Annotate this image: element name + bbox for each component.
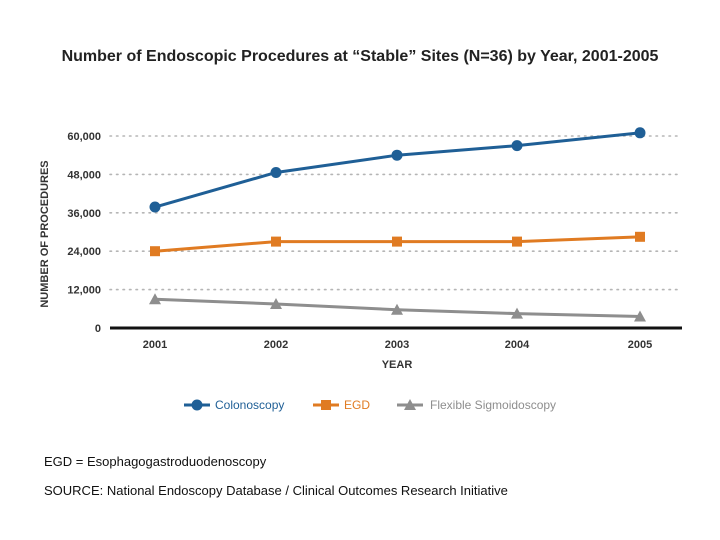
colonoscopy-point [391,149,403,161]
colonoscopy-point [270,166,282,178]
x-tick-label: 2005 [628,339,652,351]
y-tick-label: 12,000 [67,285,101,297]
egd-point [392,236,402,247]
egd-point [150,246,160,257]
x-tick-label: 2001 [143,339,167,351]
y-tick-label: 0 [95,323,101,335]
flexible-sigmoidoscopy-point [511,307,523,319]
x-tick-label: 2002 [264,339,288,351]
legend-marker-flexible-sigmoidoscopy [404,399,416,410]
x-tick-label: 2004 [505,339,530,351]
legend-marker-colonoscopy [191,399,203,411]
legend-marker-egd [321,400,331,410]
x-axis-title: YEAR [382,359,413,371]
legend-label-flexible-sigmoidoscopy: Flexible Sigmoidoscopy [430,398,556,412]
y-tick-label: 36,000 [67,208,101,220]
colonoscopy-point [149,201,161,213]
abbreviation-note: EGD = Esophagogastroduodenoscopy [44,454,267,469]
flexible-sigmoidoscopy-point [270,298,282,309]
colonoscopy-line [154,131,641,209]
colonoscopy-point [634,127,646,139]
y-tick-label: 60,000 [67,131,101,143]
egd-point [635,231,645,242]
y-tick-label: 24,000 [67,246,101,258]
y-tick-label: 48,000 [67,169,101,181]
egd-point [512,236,522,247]
legend-label-egd: EGD [344,398,370,412]
egd-point [271,236,281,247]
legend-label-colonoscopy: Colonoscopy [215,398,284,412]
y-axis-title: NUMBER OF PROCEDURES [39,160,51,307]
flexible-sigmoidoscopy-point [391,303,403,315]
flexible-sigmoidoscopy-point [634,310,646,322]
chart-title: Number of Endoscopic Procedures at “Stab… [61,48,659,65]
source-note: SOURCE: National Endoscopy Database / Cl… [44,483,508,498]
colonoscopy-point [511,140,523,152]
x-tick-label: 2003 [385,339,409,351]
flexible-sigmoidoscopy-point [149,293,161,305]
